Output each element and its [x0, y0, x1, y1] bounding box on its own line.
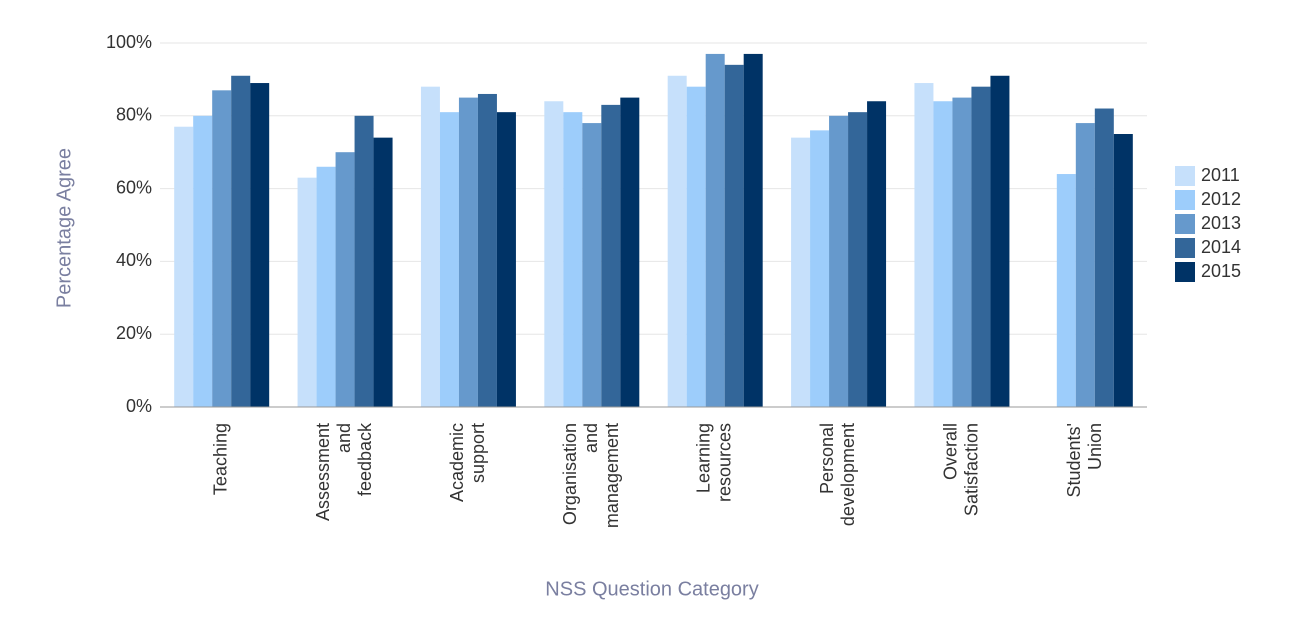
- y-tick-label: 60%: [116, 177, 152, 197]
- bar: [458, 97, 478, 407]
- bar: [563, 112, 583, 407]
- bar: [848, 112, 868, 407]
- y-tick-label: 80%: [116, 105, 152, 125]
- legend-label: 2012: [1201, 189, 1241, 209]
- bar: [316, 166, 336, 407]
- bar: [250, 83, 270, 407]
- x-tick-label: Teaching: [210, 423, 230, 495]
- x-tick-label: Assessmentandfeedback: [313, 422, 375, 521]
- legend-swatch: [1175, 166, 1195, 186]
- bar: [496, 112, 516, 407]
- bar: [743, 53, 763, 408]
- bar: [174, 126, 194, 407]
- legend-swatch: [1175, 238, 1195, 258]
- bar: [686, 86, 706, 408]
- bar: [212, 90, 232, 407]
- bar: [297, 177, 317, 407]
- y-tick-label: 20%: [116, 323, 152, 343]
- bar: [544, 101, 564, 408]
- y-tick-label: 0%: [126, 396, 152, 416]
- bar: [354, 115, 374, 408]
- bar: [439, 112, 459, 407]
- x-tick-label: Students'Union: [1064, 423, 1105, 498]
- bar: [914, 83, 934, 407]
- bar: [582, 123, 602, 407]
- x-tick-label: Academicsupport: [447, 423, 488, 502]
- bar: [810, 130, 830, 408]
- bar: [990, 75, 1010, 407]
- legend-label: 2015: [1201, 261, 1241, 281]
- bar: [829, 115, 849, 408]
- x-tick-label: Personaldevelopment: [817, 423, 858, 526]
- x-tick-label: Learningresources: [693, 423, 734, 502]
- bar: [933, 101, 953, 408]
- bar: [971, 86, 991, 408]
- legend-label: 2014: [1201, 237, 1241, 257]
- bar: [193, 115, 213, 408]
- bar: [477, 93, 497, 408]
- legend-swatch: [1175, 190, 1195, 210]
- bar: [705, 53, 725, 408]
- y-axis-title: Percentage Agree: [53, 148, 75, 308]
- x-tick-label: Organisationandmanagement: [560, 423, 622, 528]
- bar: [1094, 108, 1114, 408]
- bar: [420, 86, 440, 408]
- bar: [335, 152, 355, 407]
- bar: [1075, 123, 1095, 407]
- bar: [667, 75, 687, 407]
- y-tick-label: 100%: [106, 32, 152, 52]
- bar: [791, 137, 811, 407]
- bar: [620, 97, 640, 407]
- bar: [1113, 134, 1133, 407]
- legend-swatch: [1175, 262, 1195, 282]
- bar: [373, 137, 393, 407]
- bar: [601, 104, 621, 407]
- bar: [1056, 174, 1076, 407]
- bar: [867, 101, 887, 408]
- x-tick-label: OverallSatisfaction: [940, 423, 981, 516]
- bar: [952, 97, 972, 407]
- bar: [724, 64, 744, 407]
- legend-swatch: [1175, 214, 1195, 234]
- legend-label: 2013: [1201, 213, 1241, 233]
- y-tick-label: 40%: [116, 250, 152, 270]
- x-axis-title: NSS Question Category: [545, 578, 758, 600]
- bar: [231, 75, 251, 407]
- legend-label: 2011: [1201, 165, 1240, 185]
